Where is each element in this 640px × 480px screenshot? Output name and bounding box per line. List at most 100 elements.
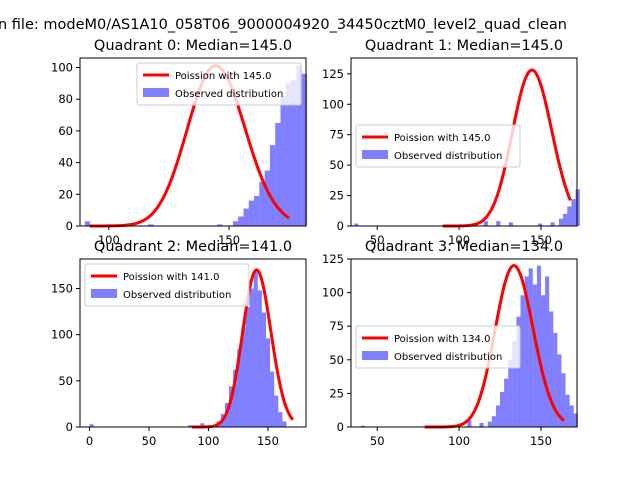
histogram-bar [259, 182, 264, 226]
histogram-bar [233, 221, 238, 226]
x-tick-label: 100 [197, 434, 219, 448]
legend-label-poisson: Poission with 134.0 [394, 334, 490, 345]
histogram-bar [270, 145, 275, 226]
histogram-bar [492, 416, 496, 427]
legend-patch-swatch [362, 351, 388, 360]
x-tick-label: 50 [142, 434, 157, 448]
quadrant-1-axes: 50 100 150 0 25 50 75 100 125 Quadrant 1: Median=… [322, 38, 580, 247]
y-tick-label: 125 [322, 252, 344, 266]
y-tick-label: 0 [66, 219, 73, 233]
histogram-bar [504, 379, 508, 427]
y-tick-label: 50 [329, 158, 344, 172]
axes-title: Quadrant 2: Median=141.0 [94, 239, 292, 255]
axes-title: Quadrant 1: Median=145.0 [365, 38, 563, 54]
histogram-bar [278, 412, 282, 427]
quadrant-2-axes: 0 50 100 150 0 50 100 150 Quadrant 2: Median=141… [51, 239, 306, 448]
legend-label-poisson: Poission with 145.0 [175, 71, 271, 82]
y-tick-label: 100 [322, 97, 344, 111]
y-tick-label: 0 [337, 219, 344, 233]
legend-label-observed: Observed distribution [175, 89, 283, 100]
histogram-bar [266, 338, 270, 427]
legend: Poission with 145.0 Observed distribution [356, 125, 520, 167]
histogram-bar [238, 216, 243, 226]
x-tick-label: 150 [530, 434, 552, 448]
histogram-bar [545, 276, 549, 427]
histogram-bar [509, 222, 513, 226]
histogram-bar [250, 289, 254, 427]
legend: Poission with 145.0 Observed distribution [137, 63, 301, 105]
histogram-bar [265, 171, 270, 226]
x-tick-label: 0 [86, 434, 93, 448]
y-tick-label: 0 [66, 420, 73, 434]
axes-title: Quadrant 0: Median=145.0 [94, 38, 292, 54]
legend-patch-swatch [362, 150, 388, 159]
y-tick-label: 100 [322, 286, 344, 300]
legend-label-poisson: Poission with 145.0 [394, 133, 490, 144]
figure: n file: modeM0/AS1A10_058T06_9000004920_… [0, 0, 640, 480]
histogram-bar [254, 196, 259, 226]
histogram-bar [254, 270, 258, 427]
y-tick-label: 150 [51, 282, 73, 296]
y-tick-label: 50 [58, 374, 73, 388]
x-tick-label: 100 [448, 434, 470, 448]
y-tick-label: 40 [58, 156, 73, 170]
x-tick-label: 50 [370, 434, 385, 448]
legend: Poission with 134.0 Observed distribution [356, 326, 520, 368]
histogram-bar [563, 214, 567, 226]
histogram-bar [480, 423, 484, 427]
legend-patch-swatch [143, 88, 169, 97]
y-tick-label: 20 [58, 187, 73, 201]
histogram-bar [249, 201, 254, 226]
histogram-bar [500, 392, 504, 427]
histogram-bar [484, 221, 488, 226]
figure-suptitle: n file: modeM0/AS1A10_058T06_9000004920_… [0, 17, 567, 33]
histogram-bar [559, 219, 563, 226]
histogram-bar [533, 285, 537, 427]
y-tick-label: 50 [329, 353, 344, 367]
histogram-bar [571, 199, 575, 226]
y-tick-label: 80 [58, 92, 73, 106]
histogram-bar [85, 221, 90, 226]
histogram-bar [551, 222, 555, 226]
histogram-bar [549, 311, 553, 427]
histogram-bar [243, 209, 248, 226]
axes-title: Quadrant 3: Median=134.0 [365, 239, 563, 255]
legend-label-observed: Observed distribution [394, 352, 502, 363]
y-tick-label: 25 [329, 386, 344, 400]
legend-patch-swatch [91, 289, 117, 298]
y-tick-label: 100 [51, 61, 73, 75]
observed-histogram [354, 189, 580, 226]
histogram-bar [496, 221, 500, 226]
histogram-bar [570, 405, 574, 427]
histogram-bar [270, 372, 274, 427]
y-tick-label: 125 [322, 67, 344, 81]
legend-label-poisson: Poission with 141.0 [123, 272, 219, 283]
legend-label-observed: Observed distribution [123, 290, 231, 301]
y-tick-label: 25 [329, 189, 344, 203]
histogram-bar [567, 207, 571, 226]
legend: Poission with 141.0 Observed distribution [85, 264, 249, 306]
histogram-bar [541, 295, 545, 427]
legend-label-observed: Observed distribution [394, 151, 502, 162]
histogram-bar [521, 295, 525, 427]
histogram-bar [508, 360, 512, 427]
histogram-bar [496, 405, 500, 427]
quadrant-0-axes: 100 150020406080100Quadrant 0: Median=145… [51, 38, 307, 247]
quadrant-3-axes: 50 100 150 0 25 50 75 100 125 Quadrant 3: Median=… [322, 239, 578, 448]
histogram-bar [281, 96, 286, 226]
x-tick-label: 150 [257, 434, 279, 448]
histogram-bar [282, 421, 286, 427]
y-tick-label: 60 [58, 124, 73, 138]
y-tick-label: 0 [337, 420, 344, 434]
histogram-bar [245, 307, 249, 427]
histogram-bar [488, 422, 492, 427]
y-tick-label: 75 [329, 128, 344, 142]
y-tick-label: 100 [51, 328, 73, 342]
histogram-bar [258, 290, 262, 427]
histogram-bar [274, 396, 278, 427]
histogram-bar [566, 395, 570, 427]
histogram-bar [576, 189, 580, 226]
y-tick-label: 75 [329, 319, 344, 333]
histogram-bar [529, 268, 533, 427]
histogram-bar [262, 313, 266, 427]
